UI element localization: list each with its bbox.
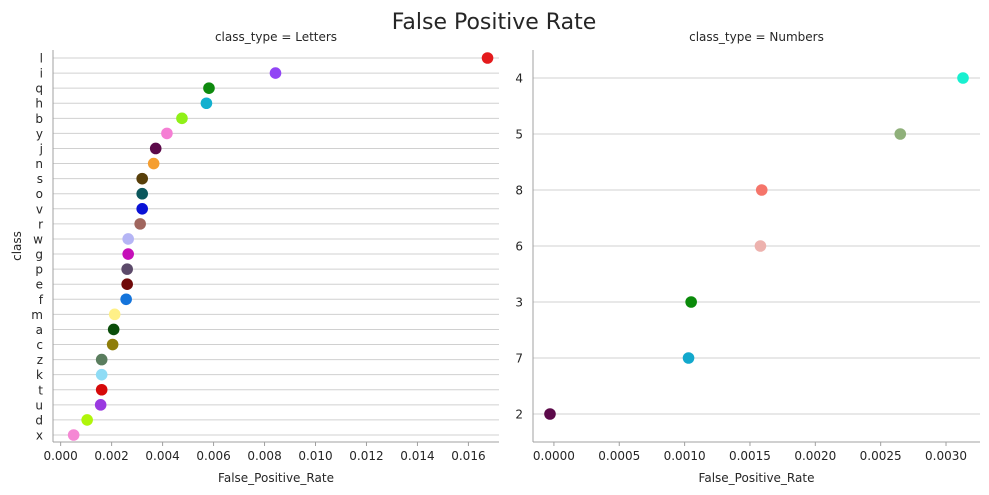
data-point	[203, 82, 215, 94]
data-point	[108, 308, 121, 321]
y-tick-label: e	[36, 278, 43, 292]
data-point	[481, 52, 494, 64]
x-axis-label: False_Positive_Rate	[218, 471, 334, 485]
data-point	[682, 352, 695, 364]
y-axis-label: class	[10, 231, 24, 261]
y-tick-label: 6	[515, 240, 523, 254]
y-tick-label: u	[35, 398, 43, 412]
data-point	[134, 218, 146, 230]
y-tick-label: j	[39, 142, 43, 156]
x-tick-label: 0.012	[349, 449, 383, 463]
x-tick-label: 0.000	[43, 449, 77, 463]
y-tick-label: o	[36, 187, 43, 201]
panel-numbers: class_type = Numbers 0.0000 0.0005 0.0010 0.…	[515, 30, 980, 485]
data-point	[81, 414, 93, 426]
data-point	[147, 157, 160, 170]
x-tick-label: 0.0030	[925, 449, 967, 463]
y-tick-label: 2	[515, 408, 523, 422]
data-point	[957, 72, 969, 84]
y-tick-label: n	[35, 157, 43, 171]
data-point	[121, 263, 133, 275]
x-tick-label: 0.014	[400, 449, 434, 463]
x-tick-label: 0.006	[196, 449, 230, 463]
y-tick-label: q	[35, 82, 43, 96]
data-point	[136, 203, 148, 215]
y-tick-label: d	[35, 413, 43, 427]
x-tick-label: 0.008	[247, 449, 281, 463]
y-tick-label: 8	[515, 184, 523, 198]
y-tick-label: h	[35, 97, 43, 111]
data-point	[106, 338, 119, 351]
data-point	[122, 248, 134, 260]
y-tick-label: p	[35, 263, 43, 277]
data-point	[95, 383, 108, 396]
x-tick-label: 0.0020	[794, 449, 836, 463]
data-point	[94, 399, 107, 411]
data-point	[107, 323, 120, 336]
y-tick-label: 7	[515, 352, 523, 366]
y-tick-label: t	[38, 383, 43, 397]
data-point	[269, 67, 282, 79]
data-point	[200, 97, 213, 110]
y-tick-label: 5	[515, 128, 523, 142]
data-point	[122, 233, 134, 245]
x-tick-label: 0.010	[298, 449, 332, 463]
y-tick-label: c	[36, 338, 43, 352]
y-tick-label: w	[33, 232, 43, 246]
data-point	[136, 187, 148, 200]
y-tick-label: f	[39, 293, 44, 307]
data-point	[685, 296, 697, 308]
x-tick-label: 0.016	[451, 449, 485, 463]
data-point	[161, 127, 173, 140]
y-tick-label: b	[35, 112, 43, 126]
data-point	[544, 408, 556, 420]
x-tick-label: 0.0025	[860, 449, 902, 463]
panel-title: class_type = Numbers	[689, 30, 824, 44]
data-point	[67, 429, 80, 441]
data-point	[95, 353, 108, 366]
y-tick-label: i	[40, 67, 43, 81]
panel-letters: class_type = Letters 0.000 0.002 0.004 0.006…	[10, 30, 499, 485]
x-tick-label: 0.0000	[533, 449, 575, 463]
y-tick-label: v	[36, 202, 43, 216]
y-tick-label: z	[37, 353, 43, 367]
y-tick-label: y	[36, 127, 43, 141]
y-tick-label: 3	[515, 296, 523, 310]
x-axis-label: False_Positive_Rate	[699, 471, 815, 485]
x-tick-label: 0.004	[145, 449, 179, 463]
x-tick-label: 0.0005	[598, 449, 640, 463]
x-tick-label: 0.0015	[729, 449, 771, 463]
data-point	[136, 172, 148, 185]
y-tick-label: l	[40, 52, 43, 66]
y-tick-label: r	[38, 217, 43, 231]
x-tick-label: 0.0010	[664, 449, 706, 463]
y-tick-label: s	[37, 172, 43, 186]
y-tick-label: 4	[515, 72, 523, 86]
data-point	[149, 142, 162, 155]
data-point	[754, 240, 767, 252]
data-point	[120, 293, 132, 306]
y-tick-label: k	[36, 368, 43, 382]
data-point	[755, 184, 768, 196]
figure-title: False Positive Rate	[392, 10, 596, 35]
y-tick-label: g	[35, 248, 43, 262]
data-point	[95, 368, 108, 381]
data-point	[894, 128, 907, 140]
data-point	[176, 112, 188, 125]
y-tick-label: a	[36, 323, 43, 337]
y-tick-label: m	[31, 308, 43, 322]
panel-title: class_type = Letters	[215, 30, 337, 44]
x-tick-label: 0.002	[94, 449, 128, 463]
data-point	[121, 278, 133, 291]
y-tick-label: x	[36, 429, 43, 443]
